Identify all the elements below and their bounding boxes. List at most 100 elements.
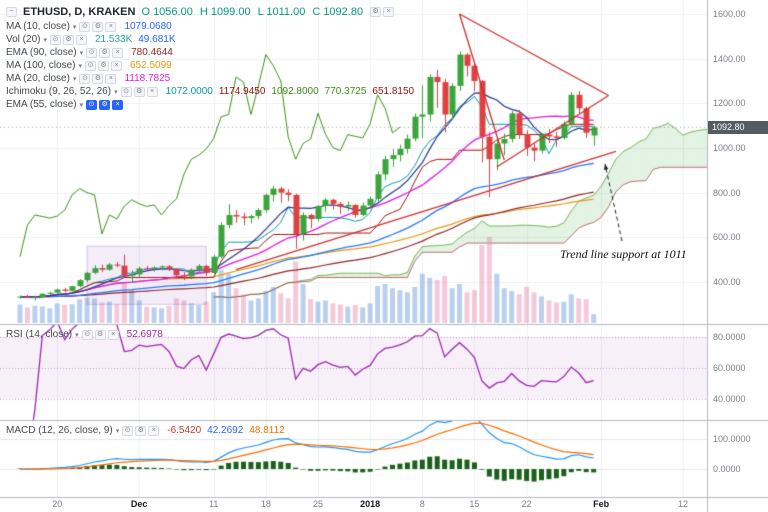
chevron-down-icon[interactable]: ▾ [78, 62, 82, 70]
indicator-value: 42.2692 [207, 425, 244, 436]
rsi-legend: RSI (14, close) ▾ ⊙ ⚙ × 52.6978 [6, 328, 163, 341]
main-legend: − ETHUSD, D, KRAKEN O 1056.00 H 1099.00 … [6, 3, 414, 111]
macd-tick-label: 100.0000 [713, 434, 751, 444]
gear-icon[interactable]: ⚙ [98, 60, 109, 71]
chevron-down-icon[interactable]: ▾ [43, 36, 47, 44]
indicator-row-rsi: RSI (14, close) ▾ ⊙ ⚙ × 52.6978 [6, 328, 163, 341]
close-icon[interactable]: × [105, 73, 117, 84]
ohlc-open: O 1056.00 [141, 5, 193, 18]
rsi-tick-label: 80.0000 [713, 332, 746, 342]
eye-icon[interactable]: ⊙ [86, 99, 98, 110]
gear-icon[interactable]: ⚙ [92, 21, 104, 32]
indicator-value: 52.6978 [126, 329, 163, 340]
indicator-value: -6.5420 [167, 425, 202, 436]
price-tick-label: 600.00 [713, 232, 741, 243]
indicator-label[interactable]: EMA (55, close) [6, 99, 77, 110]
indicator-row-macd: MACD (12, 26, close, 9) ▾ ⊙ ⚙ × -6.5420 … [6, 424, 285, 437]
chevron-down-icon[interactable]: ▾ [72, 23, 77, 31]
rsi-tick-label: 40.0000 [713, 394, 746, 404]
eye-icon[interactable]: ⊙ [79, 73, 91, 84]
time-axis[interactable]: 20 Dec 11 18 25 2018 8 15 22 Feb 12 [0, 498, 768, 512]
indicator-label[interactable]: MA (10, close) [6, 21, 70, 32]
close-icon[interactable]: × [383, 6, 395, 17]
chevron-down-icon[interactable]: ▾ [115, 427, 120, 435]
rsi-tick-label: 60.0000 [713, 363, 746, 373]
close-icon[interactable]: × [105, 21, 117, 32]
time-tick-label: 22 [521, 499, 532, 509]
price-tick-label: 1600.00 [713, 9, 746, 19]
indicator-row-ema90: EMA (90, close) ▾ ⊙ ⚙ × 780.4644 [6, 46, 414, 59]
indicator-row-ma20: MA (20, close) ▾ ⊙ ⚙ × 1118.7825 [6, 72, 414, 85]
gear-icon[interactable]: ⚙ [99, 99, 111, 110]
eye-icon[interactable]: ⊙ [81, 329, 93, 340]
indicator-value: 1174.9450 [218, 86, 266, 97]
eye-icon[interactable]: ⊙ [85, 60, 96, 71]
chevron-down-icon[interactable]: ▾ [72, 75, 77, 83]
price-tick-label: 800.00 [713, 187, 741, 198]
indicator-label[interactable]: MA (100, close) [6, 60, 76, 71]
eye-icon[interactable]: ⊙ [49, 34, 61, 45]
trendline-annotation[interactable]: Trend line support at 1011 [560, 247, 687, 261]
price-tick-label: 1000.00 [713, 142, 746, 153]
gear-icon[interactable]: ⚙ [99, 47, 111, 58]
indicator-row-ema55: EMA (55, close) ▾ ⊙ ⚙ × [6, 98, 414, 111]
indicator-value: 770.3725 [324, 86, 367, 97]
time-tick-label: Feb [593, 499, 610, 509]
price-tick-label: 1200.00 [713, 98, 746, 109]
indicator-label[interactable]: EMA (90, close) [6, 47, 77, 58]
chevron-down-icon[interactable]: ▾ [79, 101, 84, 109]
symbol-row: − ETHUSD, D, KRAKEN O 1056.00 H 1099.00 … [6, 3, 414, 20]
gear-icon[interactable]: ⚙ [135, 425, 147, 436]
price-tick-label: 400.00 [713, 276, 741, 287]
gear-icon[interactable]: ⚙ [133, 86, 145, 97]
time-tick-label: 12 [678, 499, 689, 509]
macd-legend: MACD (12, 26, close, 9) ▾ ⊙ ⚙ × -6.5420 … [6, 424, 285, 437]
symbol-title[interactable]: ETHUSD, D, KRAKEN [23, 5, 136, 18]
time-tick-label: 18 [260, 499, 271, 509]
indicator-label[interactable]: Ichimoku (9, 26, 52, 26) [6, 86, 112, 97]
eye-icon[interactable]: ⊙ [122, 425, 134, 436]
indicator-value: 780.4644 [131, 47, 173, 58]
indicator-value: 651.8150 [372, 86, 415, 97]
eye-icon[interactable]: ⊙ [120, 86, 132, 97]
indicator-label[interactable]: RSI (14, close) [6, 329, 73, 340]
eye-icon[interactable]: ⊙ [79, 21, 91, 32]
time-tick-label: 2018 [360, 499, 381, 509]
gear-icon[interactable]: ⚙ [94, 329, 106, 340]
chevron-down-icon[interactable]: ▾ [75, 331, 79, 339]
close-icon[interactable]: × [107, 329, 119, 340]
indicator-label[interactable]: Vol (20) [6, 34, 41, 45]
chevron-down-icon[interactable]: ▾ [114, 88, 118, 96]
ohlc-high: H 1099.00 [199, 5, 251, 18]
close-icon[interactable]: × [146, 86, 158, 97]
time-tick-label: 20 [52, 499, 63, 509]
gear-icon[interactable]: ⚙ [92, 73, 104, 84]
indicator-label[interactable]: MACD (12, 26, close, 9) [6, 425, 113, 436]
close-icon[interactable]: × [148, 425, 160, 436]
close-icon[interactable]: × [112, 47, 124, 58]
indicator-row-ma10: MA (10, close) ▾ ⊙ ⚙ × 1079.0680 [6, 20, 414, 33]
indicator-row-vol: Vol (20) ▾ ⊙ ⚙ × 21.533K 49.681K [6, 33, 414, 46]
last-price-badge: 1092.80 [708, 120, 768, 134]
indicator-value: 1118.7825 [124, 73, 171, 84]
indicator-label[interactable]: MA (20, close) [6, 73, 70, 84]
indicator-row-ma100: MA (100, close) ▾ ⊙ ⚙ × 652.5099 [6, 59, 414, 72]
eye-icon[interactable]: ⊙ [86, 47, 98, 58]
gear-icon[interactable]: ⚙ [370, 6, 382, 17]
close-icon[interactable]: × [112, 99, 124, 110]
chevron-down-icon[interactable]: ▾ [79, 49, 84, 57]
price-tick-label: 1400.00 [713, 53, 746, 64]
indicator-value: 21.533K [94, 34, 133, 45]
macd-tick-label: 0.0000 [713, 464, 741, 474]
indicator-value: 49.681K [138, 34, 176, 45]
price-axis[interactable]: 1600.00 1400.00 1200.00 1000.00 800.00 600.00… [707, 0, 768, 512]
close-icon[interactable]: × [75, 34, 87, 45]
close-icon[interactable]: × [111, 60, 122, 71]
collapse-icon[interactable]: − [6, 6, 17, 17]
indicator-row-ichimoku: Ichimoku (9, 26, 52, 26) ▾ ⊙ ⚙ × 1072.00… [6, 85, 414, 98]
indicator-value: 1072.0000 [165, 86, 213, 97]
time-tick-label: 15 [469, 499, 480, 509]
time-tick-label: 8 [419, 499, 425, 509]
indicator-value: 48.8112 [249, 425, 285, 436]
gear-icon[interactable]: ⚙ [62, 34, 74, 45]
